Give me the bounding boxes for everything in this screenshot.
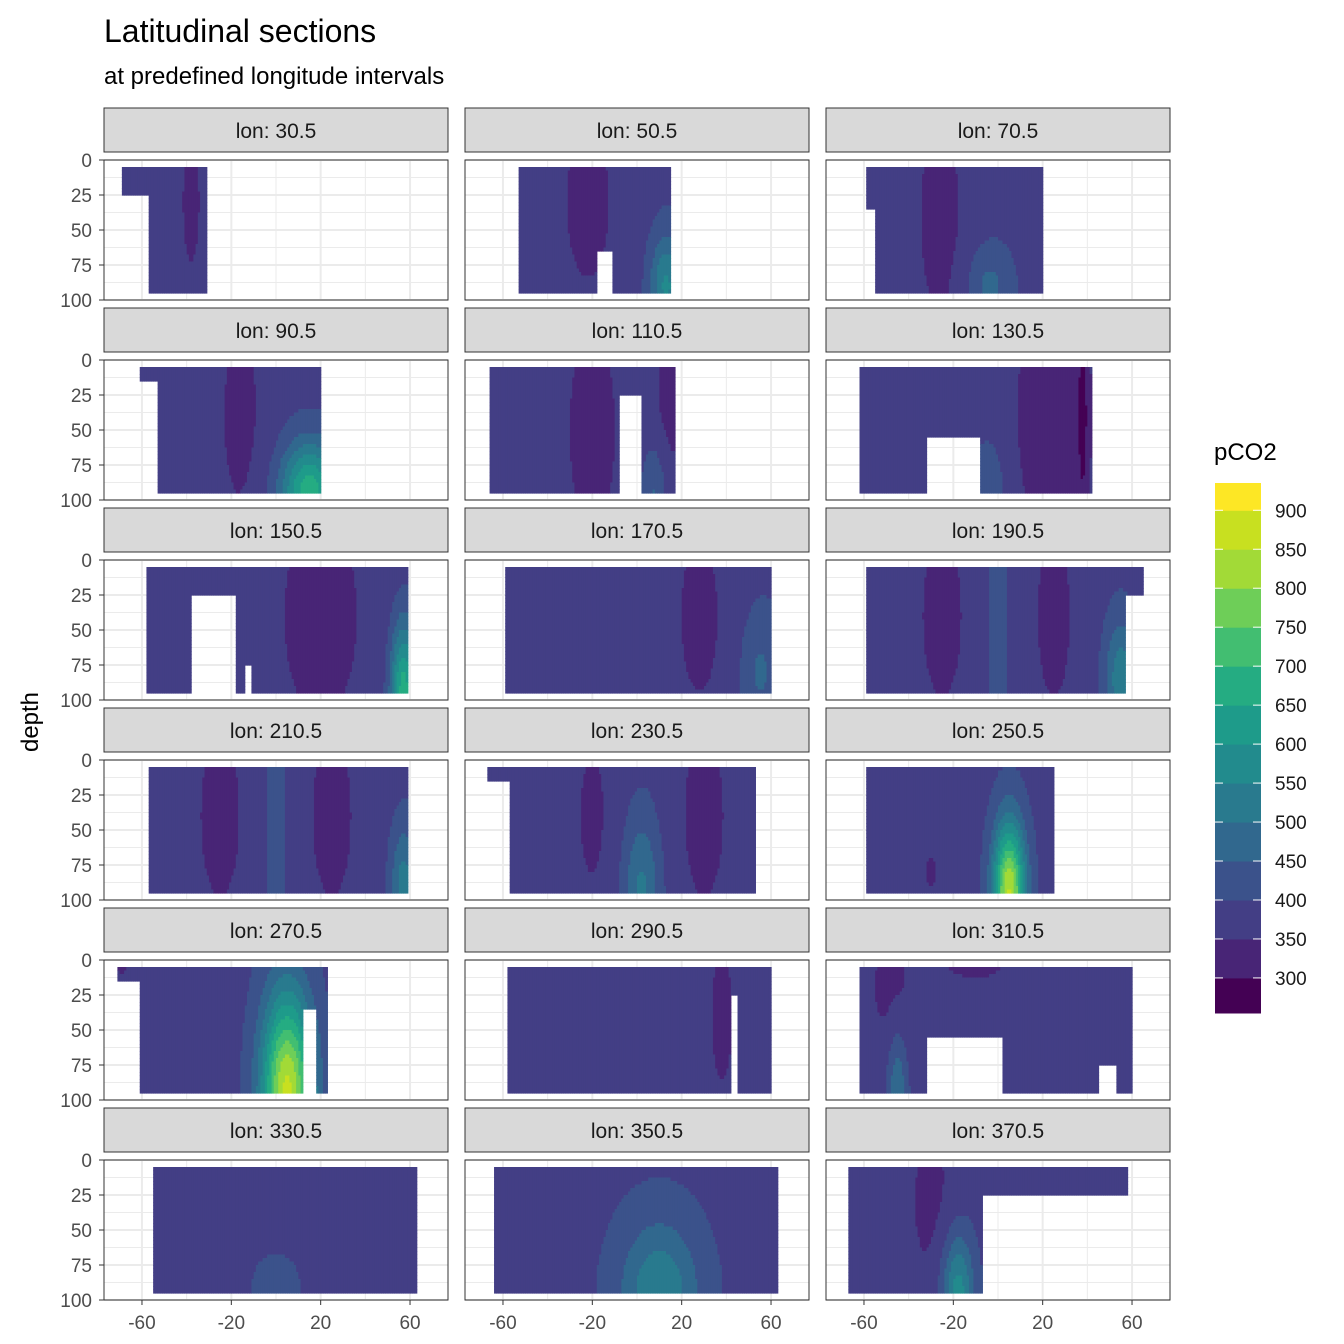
pco2-cell xyxy=(205,276,208,280)
chart-subtitle: at predefined longitude intervals xyxy=(104,63,444,90)
pco2-cell xyxy=(205,213,208,217)
pco2-cell xyxy=(205,181,208,185)
pco2-cell xyxy=(205,227,208,231)
pco2-cell xyxy=(205,237,208,241)
pco2-cell xyxy=(205,220,208,224)
pco2-cell xyxy=(205,279,208,283)
facet-panel: lon: 50.5 xyxy=(465,108,809,300)
pco2-cell xyxy=(668,244,671,248)
pco2-cell xyxy=(205,216,208,220)
pco2-cell xyxy=(668,230,671,234)
pco2-cell xyxy=(205,248,208,252)
pco2-cell xyxy=(205,255,208,259)
pco2-cell xyxy=(205,286,208,290)
pco2-cell xyxy=(205,223,208,227)
pco2-cell xyxy=(668,209,671,213)
pco2-cell xyxy=(668,223,671,227)
pco2-cell xyxy=(668,227,671,231)
pco2-cell xyxy=(668,188,671,192)
pco2-cell xyxy=(205,178,208,182)
pco2-cell xyxy=(205,192,208,196)
pco2-cell xyxy=(668,202,671,206)
pco2-cell xyxy=(205,241,208,245)
pco2-cell xyxy=(205,272,208,276)
pco2-cell xyxy=(668,213,671,217)
pco2-cell xyxy=(205,185,208,189)
pco2-field xyxy=(519,167,671,294)
pco2-cell xyxy=(205,206,208,210)
pco2-cell xyxy=(668,206,671,210)
pco2-cell xyxy=(668,237,671,241)
pco2-cell xyxy=(668,181,671,185)
pco2-cell xyxy=(205,269,208,273)
pco2-cell xyxy=(668,216,671,220)
pco2-cell xyxy=(668,171,671,175)
pco2-cell xyxy=(668,185,671,189)
pco2-cell xyxy=(205,230,208,234)
y-tick-label: 0 xyxy=(81,151,92,172)
pco2-cell xyxy=(668,195,671,199)
facet-strip-label: lon: 50.5 xyxy=(597,120,678,143)
pco2-cell xyxy=(205,234,208,238)
pco2-cell xyxy=(205,195,208,199)
pco2-cell xyxy=(205,251,208,255)
pco2-cell xyxy=(205,258,208,262)
pco2-cell xyxy=(205,262,208,266)
chart-title: Latitudinal sections xyxy=(104,13,376,49)
y-tick-label: 75 xyxy=(71,256,92,277)
facet-strip-label: lon: 30.5 xyxy=(236,120,317,143)
y-tick-label: 50 xyxy=(71,221,92,242)
y-tick-label: 25 xyxy=(71,186,92,207)
pco2-cell xyxy=(668,199,671,203)
y-tick-label: 100 xyxy=(60,291,92,312)
pco2-cell xyxy=(668,234,671,238)
pco2-cell xyxy=(205,171,208,175)
pco2-cell xyxy=(205,202,208,206)
pco2-cell xyxy=(668,167,671,171)
pco2-cell xyxy=(205,265,208,269)
pco2-cell xyxy=(205,283,208,287)
pco2-cell xyxy=(205,290,208,294)
pco2-cell xyxy=(205,174,208,178)
pco2-cell xyxy=(668,174,671,178)
pco2-cell xyxy=(205,188,208,192)
pco2-cell xyxy=(205,199,208,203)
pco2-cell xyxy=(205,209,208,213)
pco2-cell xyxy=(668,178,671,182)
pco2-cell xyxy=(205,244,208,248)
pco2-cell xyxy=(668,192,671,196)
pco2-cell xyxy=(668,220,671,224)
y-axis-title: depth xyxy=(17,692,44,752)
facet-panel: lon: 30.5 0 25 50 75 100 xyxy=(60,108,448,312)
pco2-cell xyxy=(205,167,208,171)
pco2-cell xyxy=(668,241,671,245)
